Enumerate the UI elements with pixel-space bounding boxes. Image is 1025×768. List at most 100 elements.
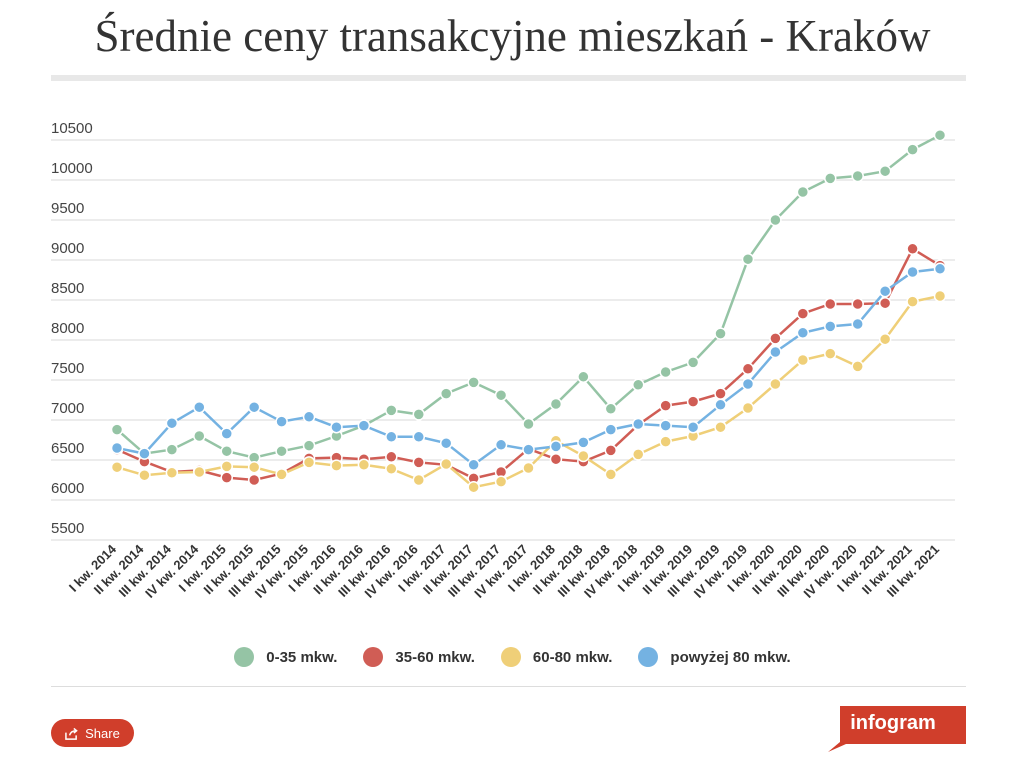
data-point[interactable]	[220, 444, 233, 458]
data-point[interactable]	[741, 252, 755, 266]
data-point[interactable]	[824, 347, 837, 360]
data-point[interactable]	[741, 377, 755, 391]
data-point[interactable]	[906, 265, 919, 279]
data-point[interactable]	[604, 444, 618, 457]
data-point[interactable]	[494, 475, 508, 488]
data-point[interactable]	[851, 317, 864, 331]
data-point[interactable]	[302, 456, 316, 469]
data-point[interactable]	[714, 398, 727, 412]
data-point[interactable]	[412, 430, 426, 444]
data-point[interactable]	[604, 423, 618, 436]
data-point[interactable]	[824, 172, 837, 185]
data-point[interactable]	[385, 450, 398, 464]
data-point[interactable]	[686, 356, 700, 369]
data-point[interactable]	[796, 326, 810, 340]
data-point[interactable]	[824, 320, 837, 333]
data-point[interactable]	[714, 327, 727, 340]
data-point[interactable]	[796, 307, 810, 320]
data-point[interactable]	[275, 444, 288, 458]
data-point[interactable]	[878, 164, 892, 178]
data-point[interactable]	[275, 468, 288, 481]
data-point[interactable]	[110, 460, 124, 474]
data-point[interactable]	[275, 415, 288, 428]
data-point[interactable]	[549, 452, 563, 466]
data-point[interactable]	[165, 466, 179, 480]
data-point[interactable]	[549, 397, 563, 411]
data-point[interactable]	[769, 345, 782, 359]
data-point[interactable]	[577, 449, 590, 463]
data-point[interactable]	[824, 297, 837, 311]
data-point[interactable]	[302, 439, 316, 452]
data-point[interactable]	[659, 419, 672, 432]
data-point[interactable]	[659, 365, 672, 379]
data-point[interactable]	[110, 423, 124, 436]
data-point[interactable]	[302, 410, 316, 424]
data-point[interactable]	[193, 400, 206, 414]
data-point[interactable]	[631, 378, 645, 392]
data-point[interactable]	[439, 457, 453, 471]
data-point[interactable]	[357, 419, 371, 432]
data-point[interactable]	[659, 399, 672, 412]
data-point[interactable]	[933, 289, 947, 303]
data-point[interactable]	[577, 436, 590, 449]
data-point[interactable]	[933, 262, 947, 276]
data-point[interactable]	[851, 360, 864, 373]
data-point[interactable]	[659, 435, 672, 448]
data-point[interactable]	[467, 480, 480, 494]
data-point[interactable]	[412, 408, 426, 421]
data-point[interactable]	[549, 440, 563, 453]
infogram-logo[interactable]	[828, 706, 966, 758]
data-point[interactable]	[385, 404, 398, 417]
legend-item[interactable]: 35-60 mkw.	[363, 647, 475, 667]
legend-item[interactable]: 60-80 mkw.	[500, 647, 612, 667]
data-point[interactable]	[522, 417, 535, 431]
data-point[interactable]	[439, 436, 453, 450]
data-point[interactable]	[796, 185, 810, 199]
data-point[interactable]	[851, 169, 864, 183]
data-point[interactable]	[878, 332, 892, 346]
data-point[interactable]	[741, 401, 755, 415]
data-point[interactable]	[769, 213, 782, 227]
data-point[interactable]	[220, 427, 233, 440]
data-point[interactable]	[714, 387, 727, 400]
data-point[interactable]	[906, 143, 919, 156]
data-point[interactable]	[878, 296, 892, 310]
data-point[interactable]	[631, 417, 645, 431]
data-point[interactable]	[604, 468, 618, 481]
data-point[interactable]	[796, 353, 810, 367]
data-point[interactable]	[851, 297, 864, 311]
data-point[interactable]	[631, 448, 645, 461]
data-point[interactable]	[165, 416, 179, 430]
data-point[interactable]	[193, 429, 206, 443]
data-point[interactable]	[714, 420, 727, 434]
data-point[interactable]	[467, 458, 480, 472]
data-point[interactable]	[330, 420, 343, 434]
data-point[interactable]	[247, 473, 261, 487]
data-point[interactable]	[138, 468, 151, 482]
data-point[interactable]	[741, 362, 755, 376]
data-point[interactable]	[193, 465, 206, 479]
data-point[interactable]	[769, 332, 782, 345]
data-point[interactable]	[467, 376, 480, 389]
data-point[interactable]	[138, 447, 151, 460]
data-point[interactable]	[604, 402, 618, 416]
data-point[interactable]	[330, 459, 343, 472]
data-point[interactable]	[220, 471, 233, 484]
data-point[interactable]	[220, 460, 233, 473]
data-point[interactable]	[522, 443, 535, 456]
data-point[interactable]	[494, 438, 508, 452]
share-button[interactable]: Share	[51, 719, 134, 747]
data-point[interactable]	[412, 473, 426, 487]
data-point[interactable]	[412, 456, 426, 469]
data-point[interactable]	[110, 441, 124, 455]
data-point[interactable]	[385, 462, 398, 476]
data-point[interactable]	[247, 400, 261, 414]
data-point[interactable]	[769, 377, 782, 391]
data-point[interactable]	[247, 460, 261, 474]
data-point[interactable]	[686, 395, 700, 408]
data-point[interactable]	[906, 295, 919, 308]
data-point[interactable]	[357, 458, 371, 472]
legend-item[interactable]: 0-35 mkw.	[234, 647, 337, 667]
data-point[interactable]	[385, 430, 398, 444]
data-point[interactable]	[494, 388, 508, 402]
